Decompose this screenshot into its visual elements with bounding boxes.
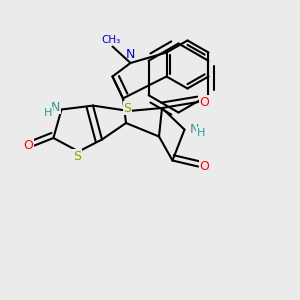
- Text: S: S: [73, 149, 81, 163]
- Text: O: O: [200, 95, 209, 109]
- Text: N: N: [190, 122, 199, 136]
- Text: N: N: [51, 100, 60, 114]
- Text: N: N: [126, 49, 135, 62]
- Text: O: O: [200, 160, 209, 173]
- Text: CH₃: CH₃: [101, 35, 121, 45]
- Text: O: O: [23, 139, 33, 152]
- Text: S: S: [124, 101, 131, 115]
- Text: H: H: [197, 128, 205, 138]
- Text: H: H: [44, 107, 52, 118]
